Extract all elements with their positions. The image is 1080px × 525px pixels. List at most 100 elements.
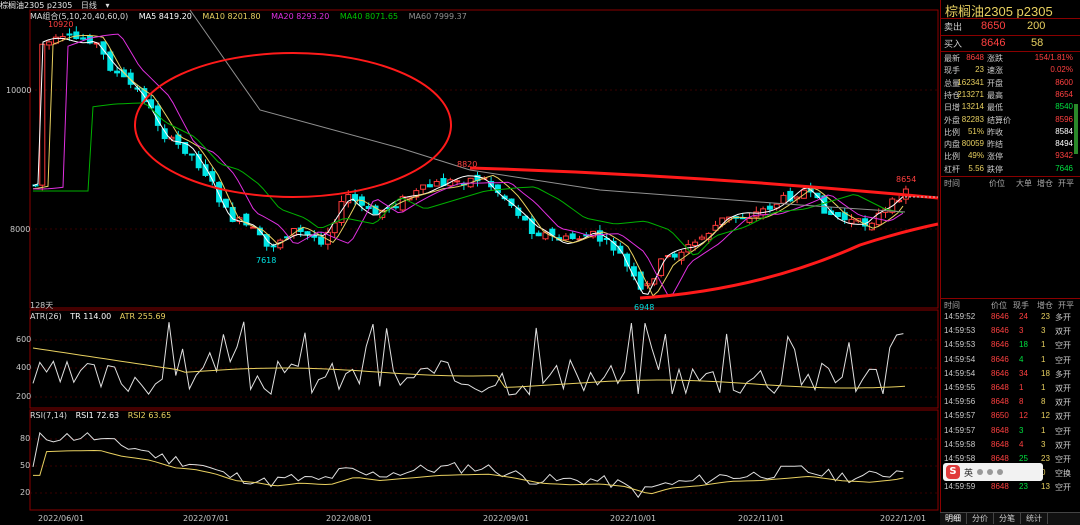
tick-row[interactable]: 14:59:58 8648 25 23 空开 (941, 454, 1080, 467)
rsi-panel-border (29, 409, 939, 511)
level-header-price: 价位 (989, 179, 1005, 188)
x-label-jun: 2022/06/01 (38, 514, 85, 523)
candle-body (433, 181, 440, 187)
candle-body (610, 240, 617, 251)
ime-dot-icon[interactable] (977, 469, 984, 475)
tick-volume: 4 (1019, 354, 1024, 364)
candle-body (454, 180, 461, 183)
candle-body (202, 164, 209, 176)
rsi-axis-20: 20 (20, 488, 31, 497)
tick-volume: 3 (1019, 326, 1024, 336)
stat-value: 0.02% (1050, 65, 1073, 75)
tick-volume: 3 (1019, 425, 1024, 435)
atr-axis-400: 400 (16, 363, 32, 372)
candle-body (372, 205, 379, 215)
tab-trade[interactable]: 分笔 (994, 513, 1021, 524)
tab-stats[interactable]: 统计 (1021, 513, 1048, 524)
scroll-indicator[interactable] (1074, 104, 1078, 154)
tick-row[interactable]: 14:59:53 8646 3 3 双开 (941, 326, 1080, 339)
candle-body (73, 31, 80, 40)
candle-body (182, 141, 189, 154)
tick-row[interactable]: 14:59:58 8648 4 3 双开 (941, 440, 1080, 453)
stat-value: 23 (975, 65, 984, 75)
tick-row[interactable]: 14:59:53 8646 18 1 空开 (941, 340, 1080, 353)
tick-row[interactable]: 14:59:57 8650 12 12 双开 (941, 411, 1080, 424)
candle-body (209, 171, 216, 182)
ma5-line (32, 37, 904, 295)
x-label-oct: 2022/10/01 (610, 514, 657, 523)
atr-title[interactable]: ATR(26) (30, 312, 62, 321)
candle-body (712, 224, 719, 231)
tick-price: 8650 (991, 411, 1009, 421)
symbol-label[interactable]: 棕榈油2305 p2305 (0, 1, 73, 10)
chart-header: 棕榈油2305 p2305 日线 ▾ (0, 0, 115, 12)
tick-type: 空开 (1055, 455, 1071, 464)
tick-oi: 12 (1041, 411, 1050, 421)
candle-body (494, 184, 501, 193)
annotation-support-line (639, 222, 939, 300)
quote-stat-row: 日增 13214 最低 8540 (941, 102, 1080, 115)
quote-stat-row: 内盘 80059 昨结 8494 (941, 139, 1080, 152)
chevron-down-icon[interactable]: ▾ (105, 1, 110, 10)
ime-dot-icon[interactable] (987, 469, 994, 475)
sogou-logo-icon[interactable]: S (946, 465, 960, 479)
rsi-legend: RSI(7,14) RSI1 72.63 RSI2 63.65 (30, 411, 177, 420)
kline-chart-canvas[interactable] (0, 0, 940, 524)
divider (941, 35, 1080, 36)
tick-header-time: 时间 (944, 301, 960, 310)
tick-row[interactable]: 14:59:54 8646 34 18 多开 (941, 369, 1080, 382)
stat-value: 82283 (961, 114, 984, 124)
tab-price[interactable]: 分价 (967, 513, 994, 524)
stat-label: 最高 (987, 90, 1003, 100)
tick-row[interactable]: 14:59:57 8648 3 1 空开 (941, 426, 1080, 439)
stat-value: 162341 (957, 77, 984, 87)
tick-row[interactable]: 14:59:54 8646 4 1 空开 (941, 355, 1080, 368)
ma10-value: MA10 8201.80 (202, 12, 261, 21)
stat-label: 昨结 (987, 140, 1003, 150)
tick-price: 8646 (991, 354, 1009, 364)
ask-row[interactable]: 卖出 8650 200 (941, 20, 1080, 35)
stat-label: 最低 (987, 103, 1003, 113)
ime-dot-icon[interactable] (997, 469, 1004, 475)
rsi1-value: RSI1 72.63 (75, 411, 120, 420)
stat-label: 日增 (944, 103, 960, 113)
tick-row[interactable]: 14:59:59 8648 23 13 空开 (941, 482, 1080, 495)
y-label-8000: 8000 (10, 225, 31, 234)
period-label[interactable]: 日线 (80, 1, 97, 10)
tab-detail[interactable]: 明细 (940, 513, 967, 524)
ime-toolbar[interactable]: S 英 (943, 463, 1043, 481)
ma-legend-title[interactable]: MA组合(5,10,20,40,60,0) (30, 12, 129, 21)
tick-price: 8648 (991, 425, 1009, 435)
candle-body (780, 194, 787, 204)
kline-chart[interactable]: 棕榈油2305 p2305 日线 ▾ MA组合(5,10,20,40,60,0)… (0, 0, 940, 524)
atr-line (32, 347, 906, 389)
candle-body (229, 206, 236, 222)
candle-body (630, 266, 637, 277)
tick-price: 8646 (991, 368, 1009, 378)
tick-oi: 1 (1041, 354, 1046, 364)
stat-value: 13214 (961, 102, 984, 112)
atr-panel-border (29, 309, 939, 409)
rsi2-line (33, 449, 904, 495)
tick-row[interactable]: 14:59:52 8646 24 23 多开 (941, 312, 1080, 325)
tick-row[interactable]: 14:59:56 8648 8 8 双开 (941, 397, 1080, 410)
tick-time: 14:59:54 (944, 368, 976, 378)
tick-header-price: 价位 (991, 301, 1007, 310)
tick-price: 8646 (991, 326, 1009, 336)
tick-volume: 25 (1019, 454, 1028, 463)
bid-price: 8646 (981, 37, 1006, 49)
ime-language[interactable]: 英 (964, 468, 974, 479)
tick-row[interactable]: 14:59:55 8648 1 1 双开 (941, 383, 1080, 396)
tick-type: 双开 (1055, 440, 1071, 450)
stat-label: 跌停 (987, 164, 1003, 174)
tick-price: 8648 (991, 383, 1009, 392)
bid-row[interactable]: 买入 8646 58 (941, 37, 1080, 52)
candle-body (848, 218, 855, 224)
tick-oi: 23 (1041, 312, 1050, 321)
ma40-line (33, 102, 904, 256)
tr-line (32, 321, 904, 396)
stat-label: 比例 (944, 127, 960, 137)
quote-stat-row: 外盘 82283 结算价 8596 (941, 115, 1080, 128)
rsi-title[interactable]: RSI(7,14) (30, 411, 68, 420)
candle-body (318, 236, 325, 245)
